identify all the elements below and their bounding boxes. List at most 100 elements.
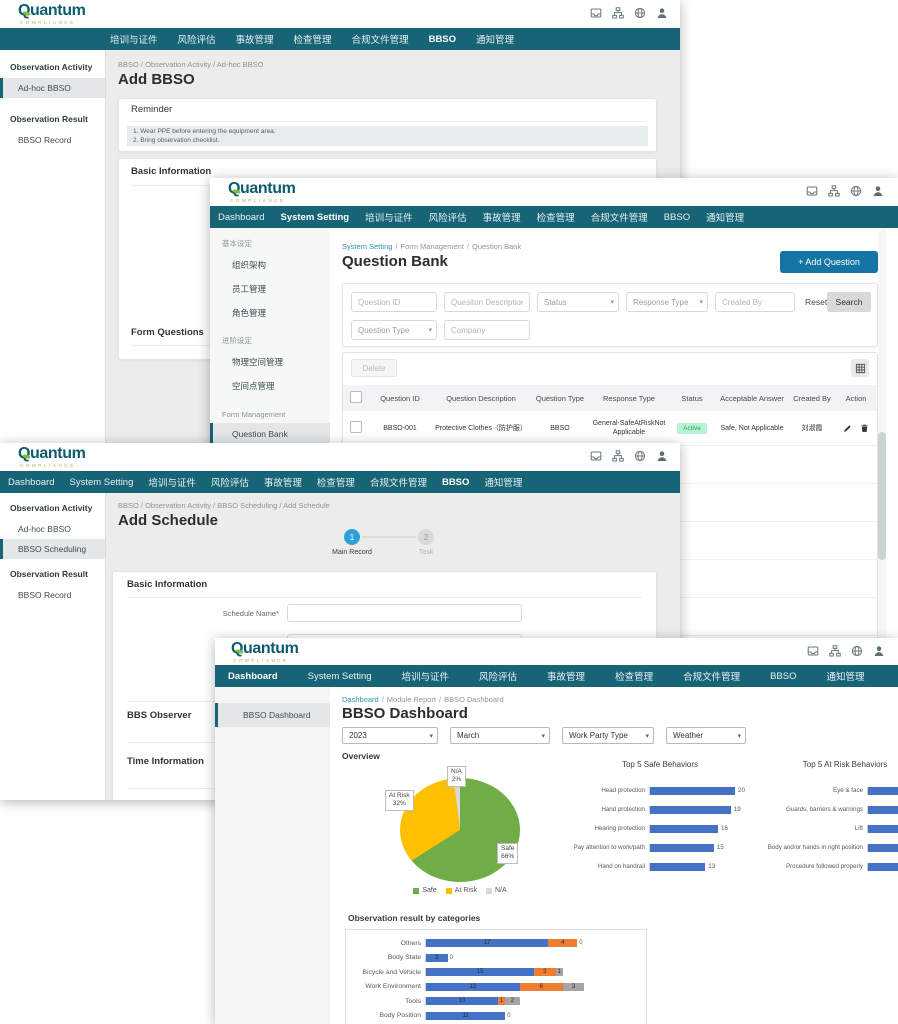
stack-bar-area: 10 1 2 [425,997,520,1006]
nav-item-incident[interactable]: 事故管理 [263,478,302,489]
globe-icon[interactable] [851,645,863,657]
inbox-icon[interactable] [590,7,602,19]
sitemap-icon[interactable] [612,450,624,462]
sitemap-icon[interactable] [829,645,841,657]
nav-item-compliance-docs[interactable]: 合规文件管理 [369,478,427,489]
user-icon[interactable] [872,185,884,197]
reset-button[interactable]: Reset [805,297,828,307]
stepper-step-2[interactable]: 2 [418,529,434,545]
nav-item-bbso[interactable]: BBSO [770,670,797,682]
nav-item-risk[interactable]: 风险评估 [428,213,467,224]
step-number: 1 [349,532,355,542]
globe-icon[interactable] [850,185,862,197]
delete-icon[interactable] [860,424,869,433]
globe-icon[interactable] [634,7,646,19]
nav-item-compliance-docs[interactable]: 合规文件管理 [590,213,648,224]
status-select[interactable]: Status [537,292,619,312]
user-icon[interactable] [656,7,668,19]
response-type-select[interactable]: Response Type [626,292,708,312]
question-type-select[interactable]: Question Type [351,320,437,340]
nav-item-inspection[interactable]: 检查管理 [293,35,332,46]
breadcrumb-item[interactable]: Module Report [386,695,436,704]
scrollbar-thumb[interactable] [878,432,886,560]
nav-item-incident[interactable]: 事故管理 [235,35,274,46]
inbox-icon[interactable] [590,450,602,462]
nav-item-dashboard[interactable]: Dashboard [228,670,278,682]
sidebar-item-physical-space-mgmt[interactable]: 物理空间管理 [232,357,284,367]
sidebar-item-bbso-record[interactable]: BBSO Record [18,135,72,145]
question-id-input[interactable] [351,292,437,312]
weather-select[interactable]: Weather [666,727,746,744]
sidebar-item-bbso-dashboard[interactable]: BBSO Dashboard [215,703,330,727]
month-select[interactable]: March [450,727,550,744]
sitemap-icon[interactable] [828,185,840,197]
stack-segment: 2 [505,997,520,1006]
select-all-checkbox[interactable] [350,391,362,403]
stepper-step-1[interactable]: 1 [344,529,360,545]
col-question-description: Question Description [446,393,516,403]
bar-category-label: Hearing protection [594,825,645,832]
breadcrumb[interactable]: BBSO / Observation Activity / Ad-hoc BBS… [118,60,264,69]
sidebar-item-adhoc-bbso[interactable]: Ad-hoc BBSO [18,524,71,534]
sidebar-item-employee-mgmt[interactable]: 员工管理 [232,284,267,294]
sidebar-item-org-structure[interactable]: 组织架构 [232,260,267,270]
nav-item-training[interactable]: 培训与证件 [110,35,158,46]
delete-button[interactable]: Delete [351,359,397,377]
nav-item-risk[interactable]: 风险评估 [210,478,249,489]
nav-item-system-setting[interactable]: System Setting [69,476,134,488]
sidebar-item-adhoc-bbso[interactable]: Ad-hoc BBSO [0,78,105,98]
work-party-type-select[interactable]: Work Party Type [562,727,654,744]
row-checkbox[interactable] [350,421,362,433]
nav-item-inspection[interactable]: 检查管理 [316,478,355,489]
sidebar-item-question-bank[interactable]: Question Bank [210,423,330,445]
nav-item-notification[interactable]: 通知管理 [484,478,523,489]
nav-item-notification[interactable]: 通知管理 [706,213,745,224]
nav-item-dashboard[interactable]: Dashboard [8,476,55,488]
bar-row: Pay attention to work/path 15 [525,838,745,857]
sidebar-item-role-mgmt[interactable]: 角色管理 [232,308,267,318]
breadcrumb[interactable]: BBSO / Observation Activity / BBSO Sched… [118,501,330,510]
at-risk-behaviors-chart: Eye & face Guards, barriers & warnings Lif… [715,781,898,876]
add-question-button[interactable]: + Add Question [780,251,878,273]
breadcrumb-link-system-setting[interactable]: System Setting [342,242,393,251]
inbox-icon[interactable] [806,185,818,197]
nav-item-compliance-docs[interactable]: 合规文件管理 [351,35,409,46]
nav-item-inspection[interactable]: 检查管理 [615,672,654,683]
nav-item-training[interactable]: 培训与证件 [148,478,196,489]
year-select[interactable]: 2023 [342,727,438,744]
globe-icon[interactable] [634,450,646,462]
nav-item-training[interactable]: 培训与证件 [401,672,450,683]
sidebar-item-bbso-scheduling[interactable]: BBSO Scheduling [0,539,105,559]
nav-item-system-setting[interactable]: System Setting [280,211,350,223]
nav-item-dashboard[interactable]: Dashboard [218,211,265,223]
nav-item-bbso[interactable]: BBSO [441,476,470,488]
question-description-input[interactable] [444,292,530,312]
edit-icon[interactable] [843,424,852,433]
user-icon[interactable] [873,645,885,657]
breadcrumb-link-dashboard[interactable]: Dashboard [342,695,379,704]
nav-item-bbso[interactable]: BBSO [428,33,457,45]
created-by-input[interactable] [715,292,795,312]
inbox-icon[interactable] [807,645,819,657]
nav-item-compliance-docs[interactable]: 合规文件管理 [683,672,741,683]
sidebar-item-space-point-mgmt[interactable]: 空间点管理 [232,381,275,391]
nav-item-incident[interactable]: 事故管理 [547,672,586,683]
nav-item-bbso[interactable]: BBSO [663,211,691,223]
nav-item-risk[interactable]: 风险评估 [479,672,518,683]
nav-item-notification[interactable]: 通知管理 [826,672,865,683]
nav-item-training[interactable]: 培训与证件 [365,213,413,224]
nav-item-inspection[interactable]: 检查管理 [536,213,575,224]
sitemap-icon[interactable] [612,7,624,19]
column-settings-button[interactable] [851,359,869,377]
page-title: Add Schedule [118,512,219,529]
breadcrumb-item[interactable]: Form Management [400,242,464,251]
search-button[interactable]: Search [827,292,871,312]
nav-item-incident[interactable]: 事故管理 [482,213,521,224]
nav-item-system-setting[interactable]: System Setting [307,670,372,682]
schedule-name-input[interactable] [287,604,522,622]
user-icon[interactable] [656,450,668,462]
nav-item-notification[interactable]: 通知管理 [476,35,515,46]
sidebar-item-bbso-record[interactable]: BBSO Record [18,590,72,600]
nav-item-risk[interactable]: 风险评估 [177,35,216,46]
company-input[interactable] [444,320,530,340]
